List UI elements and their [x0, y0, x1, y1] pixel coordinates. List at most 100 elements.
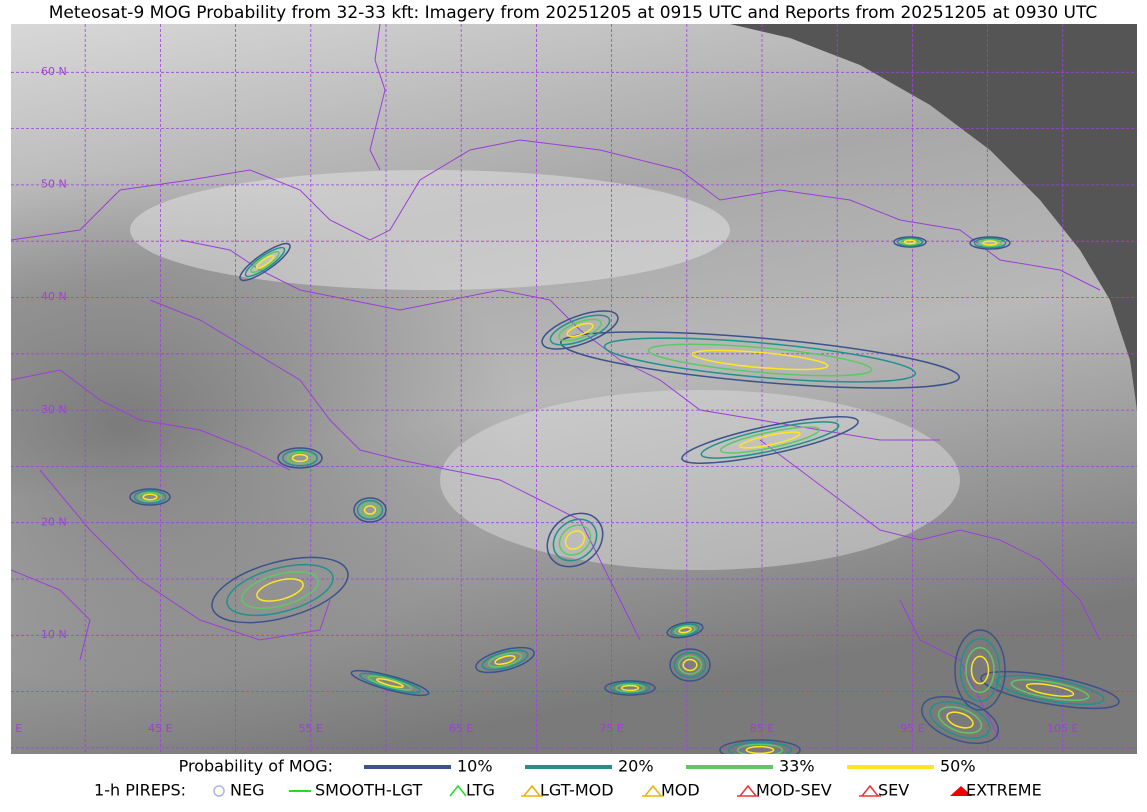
contour	[674, 625, 696, 635]
contour	[678, 626, 692, 634]
contour	[970, 655, 990, 685]
off-disk	[730, 24, 1137, 410]
contour	[211, 556, 349, 624]
lon-label: 45 E	[148, 722, 172, 735]
contour	[719, 739, 801, 754]
contour	[359, 672, 421, 694]
contour	[620, 684, 640, 692]
contour	[921, 696, 999, 744]
image-shading	[11, 24, 1137, 754]
lat-label: 10 N	[41, 628, 67, 641]
legend-label: 10%	[457, 757, 493, 776]
pirep-label: LTG	[466, 781, 495, 800]
contour	[1010, 678, 1090, 702]
pirep-symbol	[737, 784, 759, 797]
pirep-label: EXTREME	[966, 781, 1042, 800]
lon-label: 85 E	[750, 722, 774, 735]
contour	[995, 674, 1105, 706]
pirep-symbol	[213, 785, 225, 797]
contour	[669, 648, 711, 682]
pirep-symbol	[449, 784, 467, 797]
contour	[603, 337, 917, 383]
contour	[946, 711, 974, 729]
contour	[277, 447, 323, 469]
contour	[670, 623, 700, 637]
contour	[560, 331, 960, 389]
pirep-label: MOD-SEV	[756, 781, 832, 800]
contour	[367, 675, 413, 691]
contour	[954, 629, 1006, 711]
lat-label: 20 N	[41, 515, 67, 528]
contour	[356, 499, 384, 521]
lon-label: 35 E	[0, 722, 22, 735]
contour	[239, 242, 291, 282]
contour	[682, 658, 698, 672]
pirep-symbol	[521, 784, 543, 797]
contour	[360, 502, 380, 518]
contour	[719, 426, 821, 454]
contour	[138, 491, 162, 503]
contour	[980, 670, 1120, 710]
pirep-label: NEG	[230, 781, 264, 800]
contour	[700, 421, 840, 459]
lat-label: 40 N	[41, 290, 67, 303]
contour	[256, 578, 304, 602]
lon-label: 105 E	[1047, 722, 1078, 735]
contour	[896, 237, 924, 247]
contour	[549, 314, 611, 346]
lon-label: 55 E	[299, 722, 323, 735]
legend-title: 1-h PIREPS:	[94, 781, 186, 800]
contour	[494, 655, 516, 665]
contour	[615, 683, 645, 693]
contour	[929, 701, 991, 739]
contour	[564, 530, 586, 550]
lon-label: 65 E	[449, 722, 473, 735]
pirep-label: SMOOTH-LGT	[315, 781, 422, 800]
pirep-label: LGT-MOD	[540, 781, 614, 800]
mog-contours	[129, 236, 1120, 754]
contour	[475, 646, 535, 674]
contour	[903, 239, 917, 245]
lat-label: 50 N	[41, 178, 67, 191]
contour	[678, 655, 702, 675]
pirep-label: SEV	[878, 781, 909, 800]
contour	[973, 237, 1007, 249]
contour	[487, 652, 523, 668]
contour	[609, 681, 651, 695]
contour	[129, 488, 171, 506]
contour	[739, 431, 801, 449]
contour	[728, 741, 792, 754]
image-shading	[440, 390, 960, 570]
contour	[142, 493, 158, 501]
graticule	[11, 24, 1137, 754]
pirep-label: MOD	[661, 781, 700, 800]
contour	[286, 451, 314, 465]
contour	[481, 649, 529, 671]
contour	[604, 680, 656, 696]
contour	[226, 563, 334, 617]
contour	[1025, 683, 1075, 697]
title: Meteosat-9 MOG Probability from 32-33 kf…	[49, 3, 1098, 23]
contour	[566, 322, 594, 338]
contour	[255, 254, 275, 270]
lon-label: 75 E	[599, 722, 623, 735]
legend-title: Probability of MOG:	[179, 757, 333, 776]
contour	[978, 238, 1002, 248]
contour	[353, 497, 387, 523]
contour	[647, 343, 873, 377]
contour	[282, 449, 318, 467]
contour	[541, 310, 619, 350]
contour	[965, 646, 995, 694]
borders	[11, 24, 1101, 741]
contour	[376, 678, 404, 688]
legend-label: 20%	[618, 757, 654, 776]
lon-label: 95 E	[900, 722, 924, 735]
contour	[666, 621, 704, 639]
contour	[350, 669, 430, 697]
image-shading	[130, 170, 730, 290]
legend: Probability of MOG: 10% 20% 33% 50% 1-h PIREP…	[94, 757, 1042, 800]
contour	[937, 706, 983, 734]
contour	[673, 651, 707, 679]
